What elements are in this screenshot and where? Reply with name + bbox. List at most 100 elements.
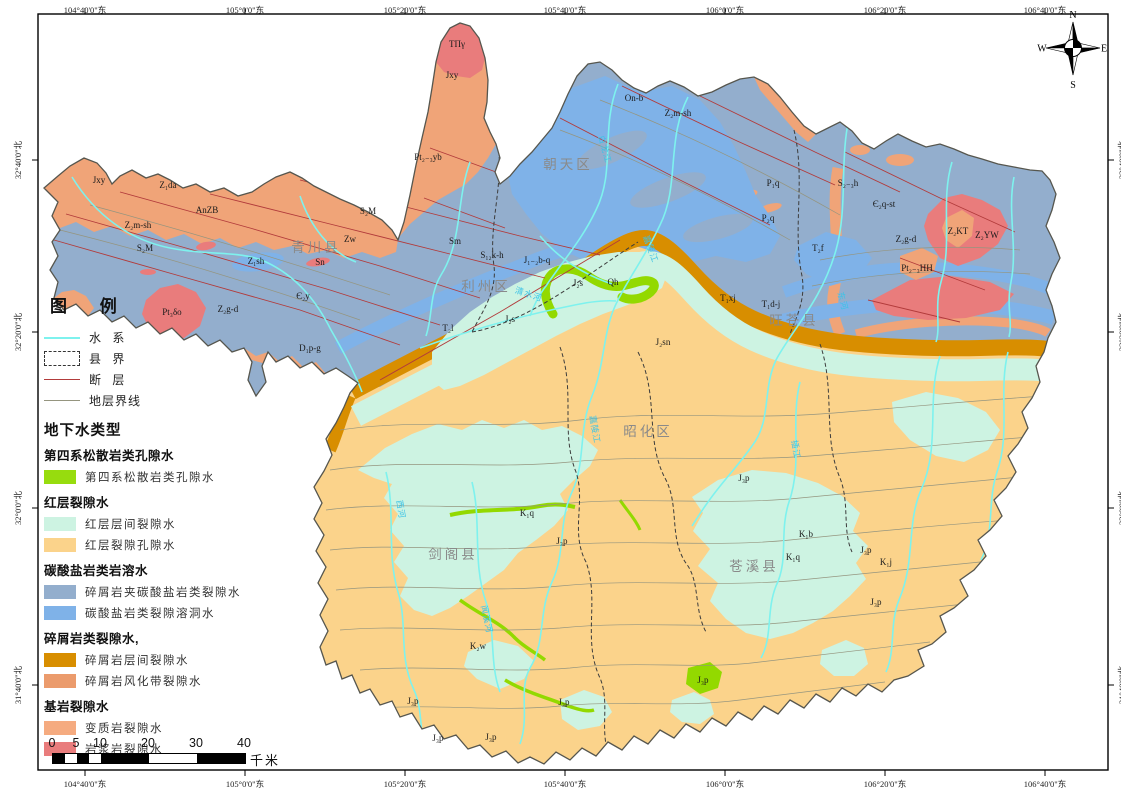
geologic-unit-label: T₂l <box>442 323 454 333</box>
geologic-unit-label: J₃p <box>556 536 568 546</box>
lat-label-left: 32°0'0"北 <box>13 491 23 525</box>
geologic-unit-label: Z₂g-d <box>218 304 239 314</box>
geologic-unit-label: Z₂g-d <box>896 234 917 244</box>
geologic-unit-label: J₂s <box>505 314 516 324</box>
scale-bar: 0 5 10 20 30 40 千米 <box>40 736 300 776</box>
geologic-unit-label: Z₁sh <box>248 256 265 266</box>
geologic-unit-label: Jxy <box>93 175 106 185</box>
color-swatch <box>44 584 76 599</box>
river-label: 西河 <box>394 499 407 519</box>
legend-item: 碎屑岩层间裂隙水 <box>44 649 274 670</box>
lon-label-top: 104°40'0"东 <box>63 5 107 15</box>
legend-item: 碎屑岩风化带裂隙水 <box>44 670 274 691</box>
color-swatch <box>44 516 76 531</box>
geologic-unit-label: K₁j <box>880 557 892 567</box>
geologic-unit-label: S₂M <box>137 243 153 253</box>
geologic-unit-label: D₁p-g <box>299 343 321 353</box>
geologic-unit-label: J₁₋₂b-q <box>524 255 551 265</box>
lon-label-bottom: 106°20'0"东 <box>863 779 907 789</box>
legend-item: 红层层间裂隙水 <box>44 513 274 534</box>
stratum-line-sample <box>44 400 80 401</box>
compass-w: W <box>1037 44 1047 55</box>
geologic-unit-label: Jxy <box>446 70 459 80</box>
geologic-unit-label: J₃p <box>485 732 497 742</box>
unit-labels-layer: TΠγ Jxy Pt₂₋₃yb Jxy Z₁da AnZB Z₂m-sh S₂M S₂M Zw Z₁… <box>93 39 1000 743</box>
color-swatch <box>44 652 76 667</box>
geologic-unit-label: J₂sn <box>656 337 671 347</box>
lon-label-top: 105°0'0"东 <box>225 5 265 15</box>
geologic-unit-label: Z₂YW <box>975 230 999 240</box>
color-swatch <box>44 469 76 484</box>
geologic-unit-label: K₁q <box>786 552 801 562</box>
geologic-unit-label: Z₂m-sh <box>665 108 692 118</box>
color-swatch <box>44 741 76 756</box>
scale-tick: 5 <box>72 736 80 750</box>
map-frame <box>32 8 1114 776</box>
geologic-unit-label: J₃p <box>870 597 882 607</box>
group-header-bedrock: 基岩裂隙水 <box>44 700 110 714</box>
region-outline <box>43 22 1061 765</box>
compass-s: S <box>1070 80 1076 91</box>
geologic-unit-label: J₃p <box>860 545 872 555</box>
lon-label-top: 105°20'0"东 <box>383 5 427 15</box>
geologic-unit-label: Qh <box>608 277 619 287</box>
scale-tick: 10 <box>93 736 107 750</box>
legend-item: 红层裂隙孔隙水 <box>44 534 274 555</box>
groundwater-type-title: 地下水类型 <box>44 423 122 439</box>
geologic-unit-label: T₁xj <box>720 293 736 303</box>
lat-label-right: 32°0'0"北 <box>1117 491 1121 525</box>
lon-label-top: 106°0'0"东 <box>705 5 745 15</box>
geologic-unit-label: Sm <box>449 236 461 246</box>
geologic-unit-label: Є₂y <box>296 291 310 301</box>
scale-tick: 30 <box>189 736 203 750</box>
lon-label-bottom: 105°0'0"东 <box>225 779 265 789</box>
scale-bar-segments <box>52 753 246 764</box>
legend-item: 碳酸盐岩类裂隙溶洞水 <box>44 602 274 623</box>
group-header-redbed: 红层裂隙水 <box>44 496 110 510</box>
geologic-unit-label: Є₂q-st <box>873 199 896 209</box>
lat-label-left: 32°40'0"北 <box>13 140 23 180</box>
county-label: 昭化区 <box>623 424 673 439</box>
geologic-unit-label: J₃p <box>558 697 570 707</box>
geologic-unit-label: J₃p <box>697 675 709 685</box>
color-swatch <box>44 605 76 620</box>
color-swatch <box>44 537 76 552</box>
legend-item: 岩浆岩裂隙水 <box>44 738 274 759</box>
geologic-unit-label: S₂M <box>360 206 376 216</box>
geologic-unit-label: On-b <box>625 93 644 103</box>
color-swatch <box>44 673 76 688</box>
lon-label-top: 105°40'0"东 <box>543 5 587 15</box>
county-label: 青川县 <box>291 240 341 255</box>
geologic-unit-label: J₃p <box>407 696 419 706</box>
legend: 图 例 水 系 县 界 断 层 地层界线 地下水类型 第四系松散岩类孔隙水 第四… <box>44 292 274 759</box>
geologic-unit-label: Sn <box>315 257 325 267</box>
lon-label-bottom: 105°20'0"东 <box>383 779 427 789</box>
geologic-unit-label: J₃p <box>432 733 444 743</box>
geologic-unit-label: T₁d-j <box>762 299 781 309</box>
county-label: 利州区 <box>461 279 511 294</box>
group-header-quaternary: 第四系松散岩类孔隙水 <box>44 449 175 463</box>
geologic-unit-label: Pt₂₋₃yb <box>414 152 442 162</box>
geologic-unit-label: J₂s <box>573 278 584 288</box>
county-label: 旺苍县 <box>769 313 819 328</box>
county-boundary-sample <box>44 351 80 366</box>
lat-label-left: 32°20'0"北 <box>13 312 23 352</box>
geologic-unit-label: K₂w <box>470 641 487 651</box>
lat-label-right: 31°40'0"北 <box>1117 665 1121 705</box>
legend-item: 变质岩裂隙水 <box>44 717 274 738</box>
county-label: 剑阁县 <box>428 547 478 562</box>
county-label: 苍溪县 <box>729 559 779 574</box>
geologic-unit-label: S₂₋₃h <box>838 178 859 188</box>
geologic-unit-label: P₁q <box>767 178 780 188</box>
geologic-unit-label: T₂f <box>812 243 824 253</box>
geologic-unit-label: Z₂KT <box>948 226 969 236</box>
lon-label-bottom: 105°40'0"东 <box>543 779 587 789</box>
geologic-unit-label: Z₁da <box>159 180 176 190</box>
legend-row-stratum-boundary: 地层界线 <box>44 390 274 411</box>
legend-item: 碎屑岩夹碳酸盐岩类裂隙水 <box>44 581 274 602</box>
compass-e: E <box>1101 44 1107 55</box>
lon-label-top: 106°20'0"东 <box>863 5 907 15</box>
